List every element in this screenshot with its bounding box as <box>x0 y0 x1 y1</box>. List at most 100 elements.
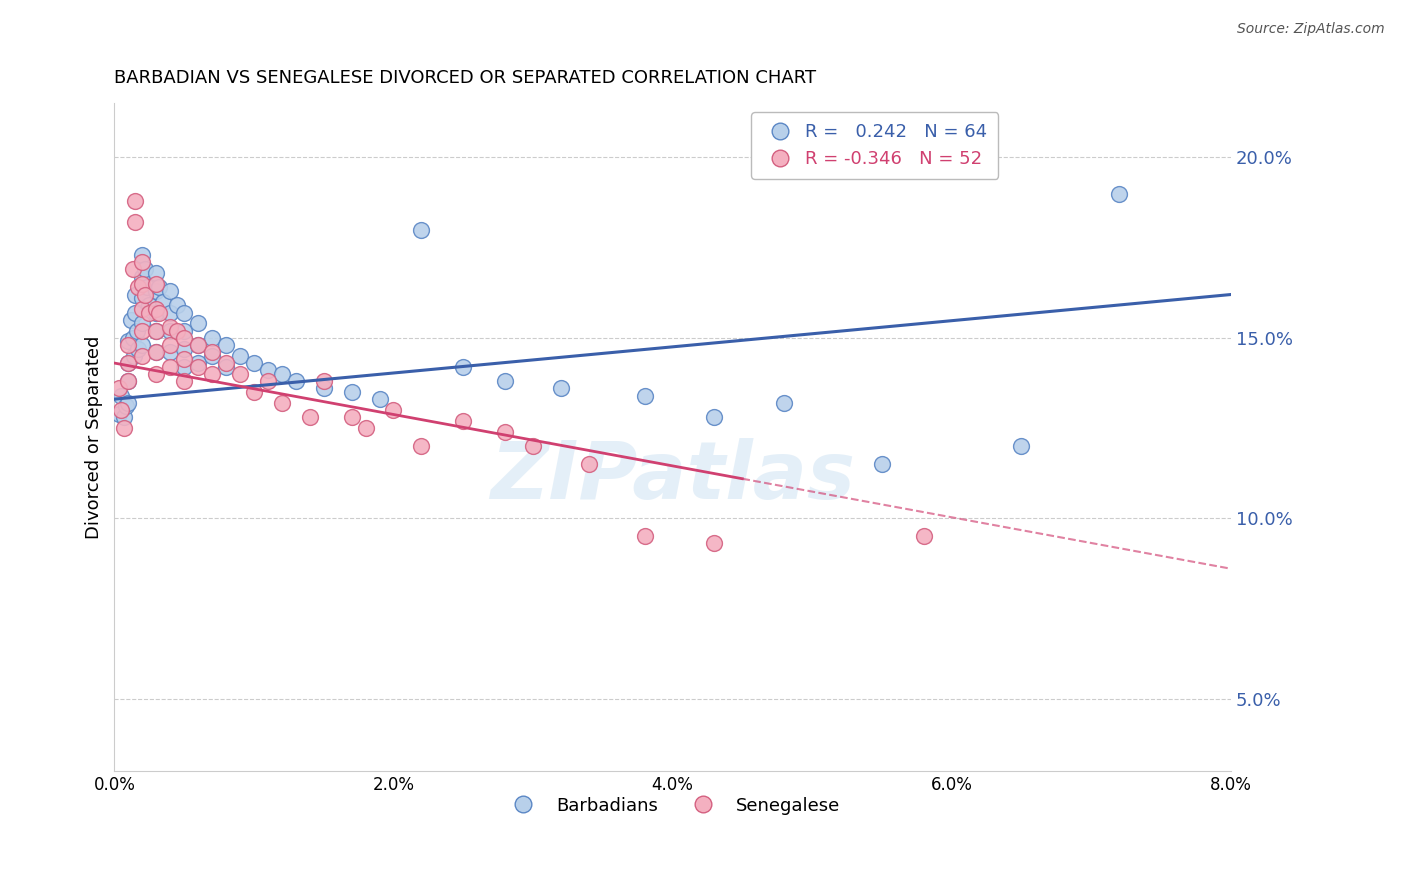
Point <box>703 410 725 425</box>
Point <box>201 331 224 345</box>
Point <box>354 421 377 435</box>
Point <box>107 381 129 395</box>
Point <box>340 410 363 425</box>
Point <box>312 381 335 395</box>
Point <box>121 262 143 277</box>
Point <box>138 305 160 319</box>
Point <box>145 324 167 338</box>
Point <box>270 367 292 381</box>
Point <box>131 324 153 338</box>
Point <box>201 367 224 381</box>
Point <box>152 294 174 309</box>
Point <box>131 277 153 291</box>
Point <box>215 359 238 374</box>
Point <box>270 396 292 410</box>
Point <box>145 277 167 291</box>
Point <box>173 374 195 388</box>
Point <box>117 374 139 388</box>
Point <box>117 356 139 370</box>
Point <box>131 269 153 284</box>
Point <box>215 338 238 352</box>
Point <box>451 359 474 374</box>
Point <box>121 331 143 345</box>
Point <box>122 349 145 363</box>
Point <box>187 338 209 352</box>
Point <box>166 324 188 338</box>
Point <box>368 392 391 406</box>
Point <box>166 298 188 312</box>
Point <box>912 529 935 543</box>
Point <box>411 439 433 453</box>
Point <box>201 349 224 363</box>
Text: BARBADIAN VS SENEGALESE DIVORCED OR SEPARATED CORRELATION CHART: BARBADIAN VS SENEGALESE DIVORCED OR SEPA… <box>114 69 817 87</box>
Point <box>1010 439 1032 453</box>
Point <box>145 367 167 381</box>
Point <box>522 439 544 453</box>
Point <box>131 255 153 269</box>
Point <box>110 388 132 402</box>
Point <box>451 414 474 428</box>
Point <box>494 425 516 439</box>
Point <box>148 305 170 319</box>
Point <box>145 345 167 359</box>
Point <box>131 248 153 262</box>
Point <box>107 407 129 421</box>
Legend: Barbadians, Senegalese: Barbadians, Senegalese <box>498 789 846 822</box>
Point <box>703 536 725 550</box>
Point <box>120 313 142 327</box>
Point <box>159 320 181 334</box>
Point <box>870 457 893 471</box>
Point <box>127 280 149 294</box>
Point <box>145 345 167 359</box>
Point <box>634 529 657 543</box>
Point <box>243 356 266 370</box>
Point <box>145 284 167 298</box>
Point <box>215 356 238 370</box>
Point <box>634 388 657 402</box>
Point <box>131 291 153 305</box>
Point <box>229 349 252 363</box>
Point <box>145 324 167 338</box>
Point <box>125 324 148 338</box>
Point <box>494 374 516 388</box>
Point <box>131 349 153 363</box>
Point <box>298 410 321 425</box>
Y-axis label: Divorced or Separated: Divorced or Separated <box>86 335 103 539</box>
Point <box>131 301 153 316</box>
Text: ZIPatlas: ZIPatlas <box>491 438 855 516</box>
Point <box>124 194 146 208</box>
Point <box>257 363 280 377</box>
Point <box>145 266 167 280</box>
Point <box>1108 186 1130 201</box>
Point <box>773 396 796 410</box>
Point <box>159 338 181 352</box>
Point <box>131 317 153 331</box>
Point <box>173 305 195 319</box>
Point <box>312 374 335 388</box>
Point <box>127 342 149 356</box>
Point <box>340 384 363 399</box>
Point <box>134 262 156 277</box>
Point <box>112 421 135 435</box>
Point <box>411 222 433 236</box>
Point <box>110 403 132 417</box>
Point <box>148 280 170 294</box>
Point <box>173 342 195 356</box>
Point <box>145 305 167 319</box>
Point <box>229 367 252 381</box>
Point <box>284 374 307 388</box>
Point <box>131 338 153 352</box>
Point <box>550 381 572 395</box>
Point <box>257 374 280 388</box>
Point <box>117 356 139 370</box>
Text: Source: ZipAtlas.com: Source: ZipAtlas.com <box>1237 22 1385 37</box>
Point <box>124 287 146 301</box>
Point <box>112 410 135 425</box>
Point <box>201 345 224 359</box>
Point <box>173 359 195 374</box>
Point <box>173 352 195 367</box>
Point <box>159 359 181 374</box>
Point <box>135 280 157 294</box>
Point <box>187 317 209 331</box>
Point <box>117 338 139 352</box>
